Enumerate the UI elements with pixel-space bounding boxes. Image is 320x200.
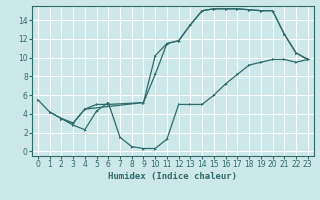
X-axis label: Humidex (Indice chaleur): Humidex (Indice chaleur) — [108, 172, 237, 181]
